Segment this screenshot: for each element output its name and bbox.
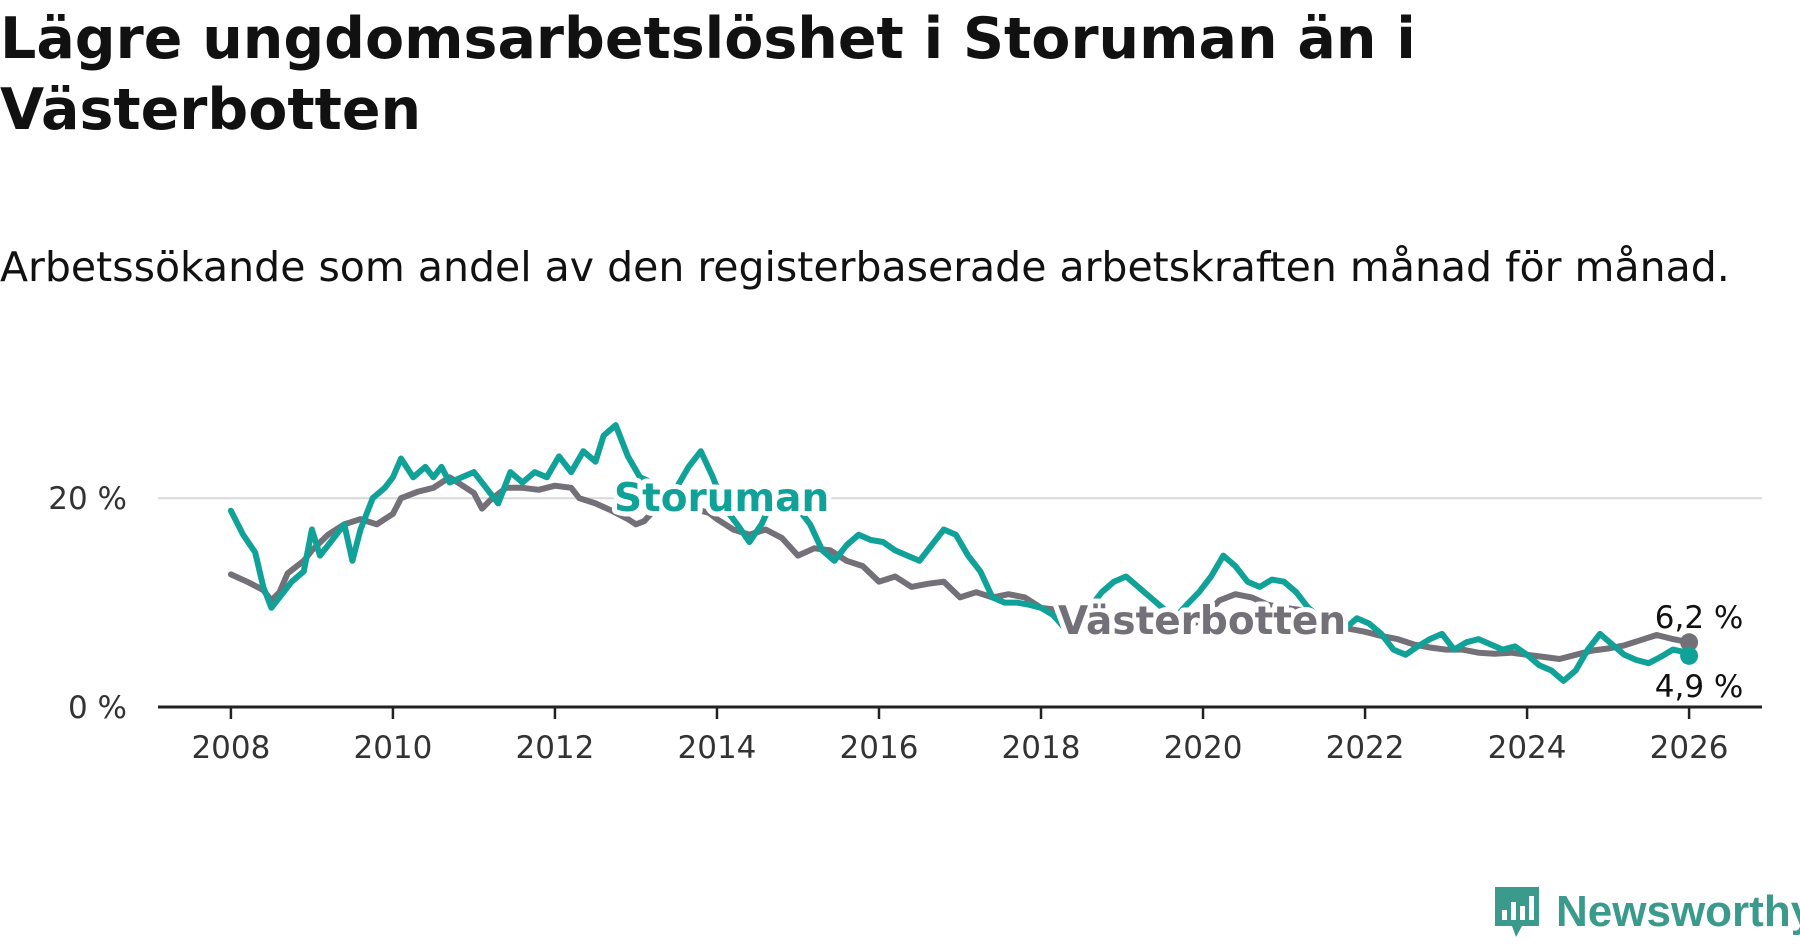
brand-name: Newsworthy	[1556, 887, 1800, 936]
end-label-vasterbotten: 6,2 %	[1655, 600, 1744, 636]
series-line-vasterbotten	[227, 474, 1693, 662]
series-end-dot-storuman	[1680, 646, 1699, 665]
series-line-storuman	[227, 422, 1693, 684]
series-label-vasterbotten: Västerbotten	[1058, 599, 1346, 644]
chart-subtitle: Arbetssökande som andel av den registerb…	[0, 243, 1730, 291]
series-label-storuman: Storuman	[614, 476, 829, 521]
x-tick-label: 2024	[1488, 730, 1567, 766]
x-tick-label: 2008	[191, 730, 270, 766]
x-tick-label: 2016	[840, 730, 919, 766]
x-tick-label: 2010	[353, 730, 432, 766]
x-tick-label: 2014	[678, 730, 757, 766]
series-end-dot-vasterbotten	[1680, 633, 1699, 652]
x-tick-label: 2026	[1650, 730, 1729, 766]
x-tick-label: 2018	[1002, 730, 1081, 766]
x-tick-label: 2022	[1326, 730, 1405, 766]
chart-title: Lägre ungdomsarbetslöshet i Storuman än …	[0, 6, 1416, 143]
y-tick-label: 20 %	[48, 481, 127, 517]
newsworthy-logo[interactable]: Newsworthy	[1492, 884, 1800, 940]
end-label-storuman: 4,9 %	[1655, 669, 1744, 705]
x-tick-label: 2012	[515, 730, 594, 766]
y-tick-label: 0 %	[68, 690, 127, 726]
newsworthy-logo-icon	[1495, 887, 1539, 937]
x-tick-label: 2020	[1164, 730, 1243, 766]
